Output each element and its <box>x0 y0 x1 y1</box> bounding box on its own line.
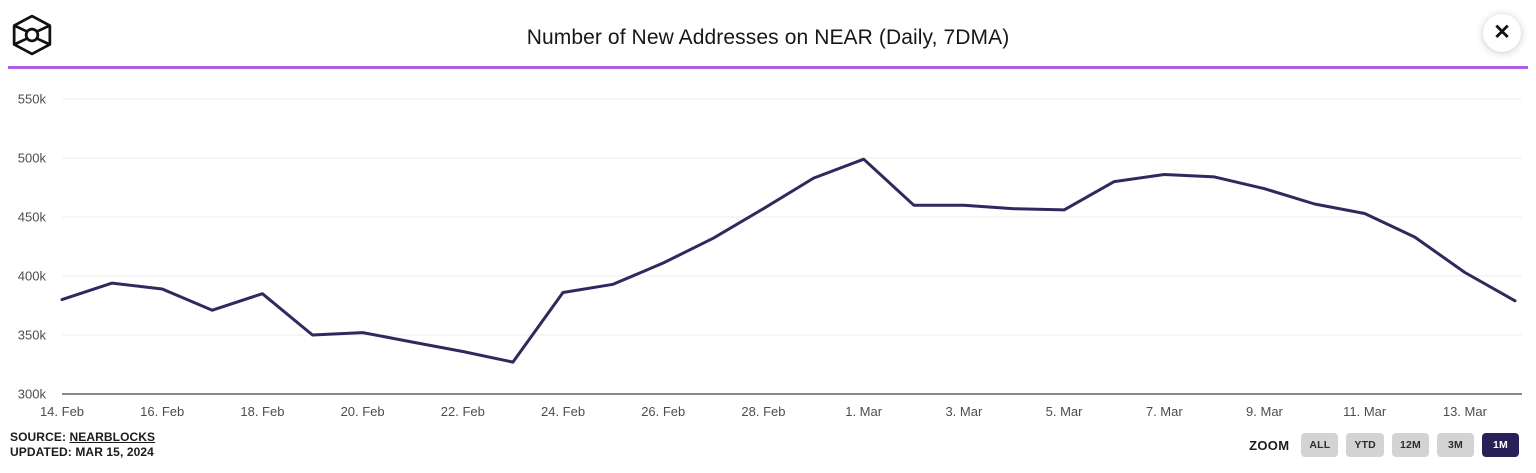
x-axis-tick-label: 28. Feb <box>741 404 785 419</box>
x-axis-tick-label: 9. Mar <box>1246 404 1284 419</box>
page-title: Number of New Addresses on NEAR (Daily, … <box>526 26 1010 49</box>
x-axis-tick-label: 18. Feb <box>240 404 284 419</box>
y-axis-tick-label: 350k <box>18 328 47 343</box>
zoom-button-12m[interactable]: 12M <box>1391 433 1429 457</box>
nearblocks-cube-logo-icon <box>12 14 52 56</box>
y-axis-tick-label: 450k <box>18 210 47 225</box>
y-axis-tick-label: 500k <box>18 151 47 166</box>
y-axis-tick-label: 400k <box>18 269 47 284</box>
zoom-controls: ZOOM ALL YTD 12M 3M 1M <box>1249 433 1519 457</box>
x-axis-tick-label: 24. Feb <box>541 404 585 419</box>
x-axis-tick-label: 3. Mar <box>945 404 983 419</box>
x-axis-tick-label: 26. Feb <box>641 404 685 419</box>
zoom-button-1m[interactable]: 1M <box>1482 433 1519 457</box>
chart-attribution: SOURCE: NEARBLOCKS UPDATED: MAR 15, 2024 <box>10 430 155 460</box>
close-button[interactable]: ✕ <box>1483 14 1521 52</box>
zoom-button-all[interactable]: ALL <box>1301 433 1339 457</box>
y-axis-tick-label: 550k <box>18 92 47 107</box>
source-line: SOURCE: NEARBLOCKS <box>10 430 155 445</box>
source-label: SOURCE: <box>10 430 67 444</box>
zoom-button-3m[interactable]: 3M <box>1437 433 1474 457</box>
zoom-button-ytd[interactable]: YTD <box>1346 433 1384 457</box>
x-axis-tick-label: 22. Feb <box>441 404 485 419</box>
x-axis-tick-label: 13. Mar <box>1443 404 1488 419</box>
x-axis-tick-label: 11. Mar <box>1343 404 1387 419</box>
x-axis-tick-label: 5. Mar <box>1046 404 1084 419</box>
x-axis-tick-label: 14. Feb <box>40 404 84 419</box>
updated-line: UPDATED: MAR 15, 2024 <box>10 445 154 459</box>
source-link[interactable]: NEARBLOCKS <box>69 430 156 444</box>
header-accent-divider <box>8 66 1528 69</box>
y-axis-tick-label: 300k <box>18 387 47 402</box>
zoom-label: ZOOM <box>1249 437 1290 453</box>
x-axis-tick-label: 7. Mar <box>1146 404 1184 419</box>
x-axis-tick-label: 16. Feb <box>140 404 184 419</box>
x-axis-tick-label: 20. Feb <box>341 404 385 419</box>
x-axis-tick-label: 1. Mar <box>845 404 883 419</box>
data-series-line <box>60 157 1517 364</box>
